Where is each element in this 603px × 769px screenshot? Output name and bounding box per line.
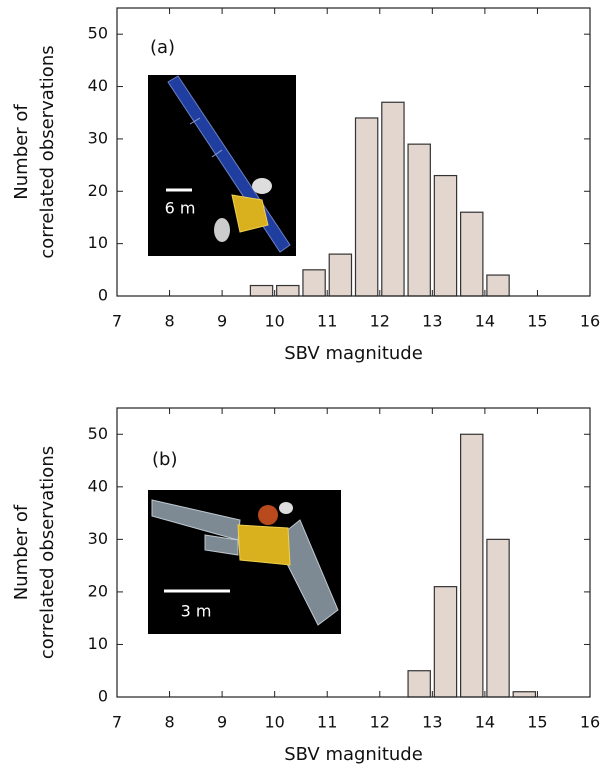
bar — [407, 670, 431, 698]
bar — [354, 117, 379, 297]
y-tick-label: 50 — [88, 424, 108, 443]
panel-label: (b) — [152, 449, 177, 470]
y-tick-label: 0 — [98, 687, 108, 706]
x-tick-label: 9 — [217, 312, 227, 331]
y-tick-label: 30 — [88, 128, 108, 147]
x-tick-label: 14 — [475, 312, 495, 331]
x-tick-label: 12 — [370, 713, 390, 732]
bar — [486, 274, 510, 297]
x-tick-label: 11 — [317, 713, 337, 732]
plot-frame — [116, 7, 591, 297]
scale-label: 3 m — [181, 602, 212, 621]
x-tick-label: 15 — [527, 713, 547, 732]
y-tick-label: 40 — [88, 476, 108, 495]
bar — [381, 101, 405, 297]
x-tick-label: 7 — [112, 713, 122, 732]
x-tick-label: 15 — [527, 312, 547, 331]
bar — [486, 538, 510, 698]
y-tick-label: 40 — [88, 76, 108, 95]
y-axis-label: Number of — [11, 104, 32, 200]
x-tick-label: 8 — [164, 312, 174, 331]
bar — [302, 269, 326, 297]
x-tick-label: 16 — [580, 312, 600, 331]
x-axis-label: SBV magnitude — [284, 343, 423, 364]
y-axis-label: correlated observations — [37, 45, 58, 258]
x-tick-label: 13 — [422, 713, 442, 732]
y-axis-label: correlated observations — [37, 446, 58, 659]
bar — [249, 284, 274, 297]
y-tick-label: 20 — [88, 181, 108, 200]
bar — [407, 143, 431, 297]
y-tick-label: 0 — [98, 286, 108, 305]
satellite-image-b — [148, 490, 341, 634]
x-tick-label: 12 — [370, 312, 390, 331]
x-tick-label: 7 — [112, 312, 122, 331]
bar — [433, 174, 458, 297]
bar — [276, 284, 300, 297]
x-tick-label: 10 — [264, 713, 284, 732]
x-axis-label: SBV magnitude — [284, 744, 423, 765]
x-tick-label: 16 — [580, 713, 600, 732]
bar — [328, 253, 353, 297]
bar — [460, 211, 484, 297]
y-axis-label: Number of — [11, 504, 32, 600]
bar — [460, 433, 484, 698]
bar — [433, 586, 458, 698]
y-tick-label: 10 — [88, 233, 108, 252]
x-tick-label: 10 — [264, 312, 284, 331]
y-tick-label: 30 — [88, 529, 108, 548]
plot-frame — [116, 407, 591, 698]
satellite-image-a — [148, 75, 296, 256]
x-tick-label: 9 — [217, 713, 227, 732]
bar — [512, 691, 537, 698]
y-tick-label: 50 — [88, 24, 108, 43]
x-tick-label: 11 — [317, 312, 337, 331]
x-tick-label: 8 — [164, 713, 174, 732]
y-tick-label: 20 — [88, 581, 108, 600]
x-tick-label: 13 — [422, 312, 442, 331]
x-tick-label: 14 — [475, 713, 495, 732]
scale-label: 6 m — [165, 199, 196, 218]
panel-label: (a) — [150, 37, 175, 58]
y-tick-label: 10 — [88, 634, 108, 653]
